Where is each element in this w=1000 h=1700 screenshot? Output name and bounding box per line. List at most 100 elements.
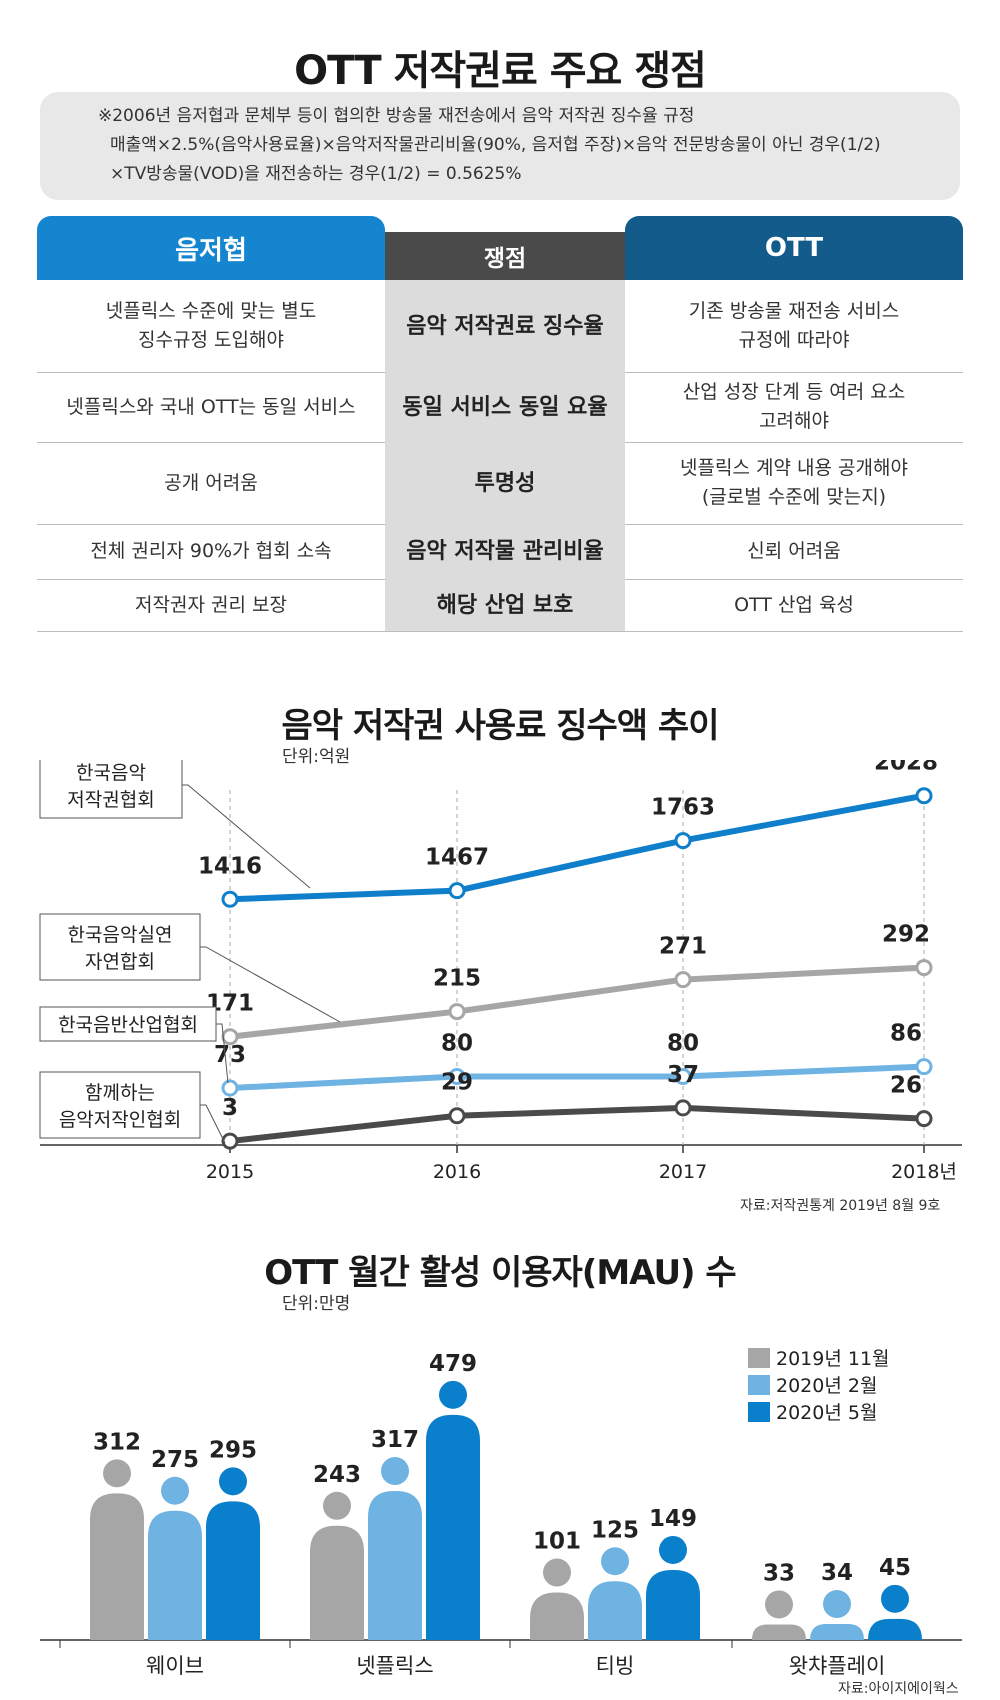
data-label: 33 [763,1560,795,1586]
data-label: 1763 [651,795,715,821]
bar [588,1581,642,1640]
bar [148,1510,202,1640]
bar-head [161,1476,189,1505]
x-tick-label: 2017 [659,1161,707,1183]
data-point [674,832,692,850]
cell-right: 기존 방송물 재전송 서비스 규정에 따라야 [688,300,900,351]
category-label: 티빙 [596,1654,635,1678]
series-name-box [39,913,201,981]
note-line-3: ×TV방송물(VOD)을 재전송하는 경우(1/2) = 0.5625% [110,164,522,184]
cell-left: 저작권자 권리 보장 [135,593,287,616]
data-label: 80 [441,1031,473,1057]
series-name-label: 함께하는 음악저작인협회 [59,1082,181,1131]
data-label: 37 [667,1062,699,1088]
cell-issue: 동일 서비스 동일 요율 [385,372,625,442]
series-line [229,1104,925,1145]
data-label: 317 [371,1427,419,1453]
bar [810,1624,864,1640]
bar [310,1525,364,1640]
data-point [448,882,466,900]
cell-left: 공개 어려움 [164,471,258,494]
note-line-2: 매출액×2.5%(음악사용료율)×음악저작물관리비율(90%, 음저협 주장)×… [110,135,881,155]
data-label: 34 [821,1560,853,1586]
data-label: 29 [441,1070,473,1096]
bar-head [219,1467,247,1496]
bar [752,1624,806,1640]
leader-line [216,1023,229,1084]
leader-line [200,946,341,1023]
data-label: 80 [667,1031,699,1057]
line-chart-title: 음악 저작권 사용료 징수액 추이 [281,706,720,746]
data-point [915,787,933,805]
category-label: 왓챠플레이 [789,1654,886,1678]
legend-label: 2019년 11월 [776,1348,890,1370]
row-divider [37,631,963,632]
table-row: 전체 권리자 90%가 협회 소속 음악 저작물 관리비율 신뢰 어려움 [37,524,963,579]
bar [426,1414,480,1640]
data-point [915,959,933,977]
line-chart-unit: 단위:억원 [282,747,351,767]
table-row: 공개 어려움 투명성 넷플릭스 계약 내용 공개해야 (글로벌 수준에 맞는지) [37,442,963,524]
series-name-label: 한국음악 저작권협회 [67,762,154,811]
data-label: 149 [649,1506,697,1532]
data-label: 271 [659,934,707,960]
note-line-1: ※2006년 음저협과 문체부 등이 협의한 방송물 재전송에서 음악 저작권 … [98,106,695,126]
leader-line [182,784,311,889]
cell-issue: 투명성 [385,442,625,524]
table-row: 저작권자 권리 보장 해당 산업 보호 OTT 산업 육성 [37,579,963,631]
data-point [674,1068,692,1085]
data-point [221,890,239,908]
cell-right: 산업 성장 단계 등 여러 요소 고려해야 [682,381,906,432]
bar-head [381,1457,409,1486]
bar-head [439,1380,467,1409]
series-name-box [39,1006,217,1042]
bar [530,1592,584,1640]
series-line [229,1063,925,1092]
series-name-box [39,1071,201,1139]
bar [646,1569,700,1640]
bar-chart-unit: 단위:만명 [282,1294,351,1314]
bar [206,1501,260,1640]
leader-line [200,1104,226,1144]
series-name-label: 한국음반산업협회 [58,1014,198,1036]
data-label: 101 [533,1529,581,1555]
line-chart-source: 자료:저작권통계 2019년 8월 9호 [740,1198,941,1214]
bar-head [823,1590,851,1619]
data-label: 295 [209,1437,257,1463]
bar-chart-title: OTT 월간 활성 이용자(MAU) 수 [264,1253,736,1293]
bar-chart-source: 자료:아이지에이웍스 [838,1681,959,1697]
data-label: 215 [433,966,481,992]
cell-right: 넷플릭스 계약 내용 공개해야 (글로벌 수준에 맞는지) [680,457,908,508]
bar-chart: 웨이브 312 275 295 넷플릭스 243 317 479 티빙 101 125 149 왓챠플레… [40,1348,962,1678]
legend-label: 2020년 2월 [776,1375,877,1397]
x-tick-label: 2015 [206,1161,254,1183]
table-header-middle: 쟁점 [385,232,625,280]
cell-left: 넷플릭스 수준에 맞는 별도 징수규정 도입해야 [105,300,317,351]
infographic-title: OTT 저작권료 주요 쟁점 [294,48,707,94]
data-label: 2028 [874,760,938,776]
data-point [221,1079,239,1097]
data-point [915,1058,933,1076]
note-box: ※2006년 음저협과 문체부 등이 협의한 방송물 재전송에서 음악 저작권 … [40,92,960,200]
category-label: 웨이브 [146,1654,204,1678]
data-label: 45 [879,1555,911,1581]
bar-head [601,1547,629,1576]
cell-right: OTT 산업 육성 [734,593,854,616]
bar-head [881,1584,909,1613]
data-label: 479 [429,1351,477,1377]
data-label: 73 [214,1042,246,1068]
bar-head [659,1535,687,1564]
data-point [674,1099,692,1117]
legend-swatch [748,1402,770,1422]
series-line [229,964,925,1040]
legend-label: 2020년 5월 [776,1402,877,1424]
cell-left: 전체 권리자 90%가 협회 소속 [90,540,332,562]
data-point [448,1107,466,1125]
data-point [674,971,692,989]
legend-swatch [748,1375,770,1395]
category-label: 넷플릭스 [356,1654,433,1678]
data-point [448,1003,466,1021]
data-label: 26 [890,1073,922,1099]
table-header-left: 음저협 [37,216,385,280]
cell-issue: 음악 저작물 관리비율 [385,524,625,579]
